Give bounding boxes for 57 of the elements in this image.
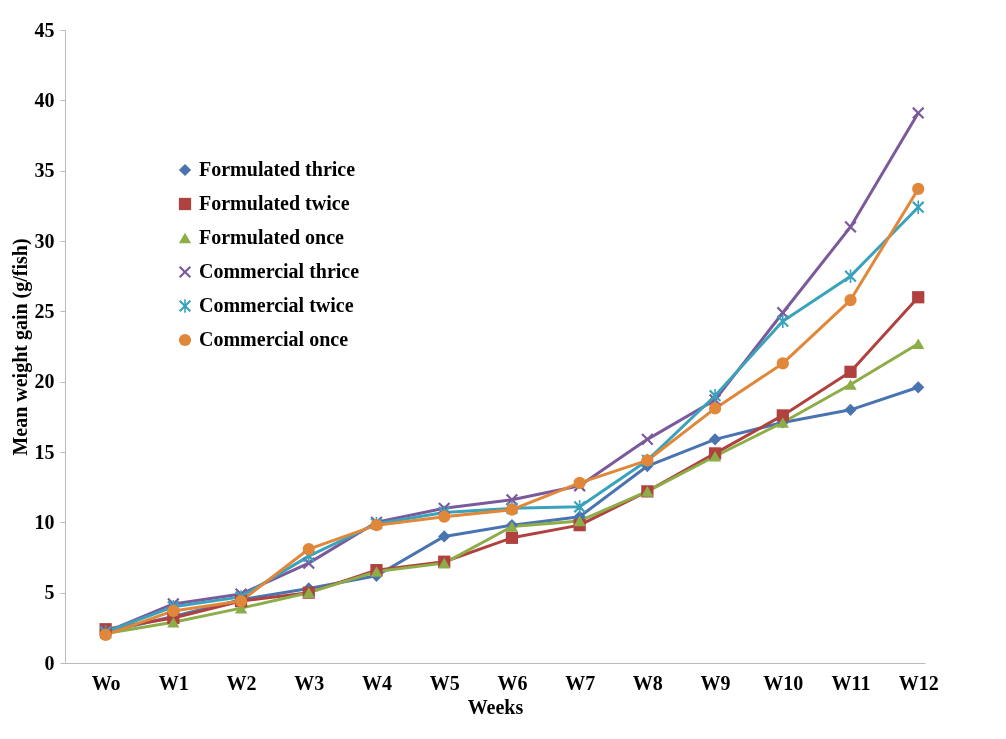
y-axis-title: Mean weight gain (g/fish) — [8, 238, 32, 456]
x-tick-label: W5 — [429, 671, 460, 694]
x-tick-label: W6 — [497, 671, 528, 694]
y-tick-label: 15 — [34, 440, 55, 463]
point — [844, 379, 857, 390]
y-tick-label: 35 — [34, 159, 55, 182]
point — [912, 182, 925, 196]
point — [573, 515, 586, 527]
point — [912, 338, 925, 349]
legend-label: Commercial twice — [199, 294, 354, 316]
x-axis-title: Weeks — [467, 695, 524, 718]
point — [167, 616, 180, 628]
x-tick-label: W3 — [294, 671, 325, 694]
point — [438, 510, 451, 523]
legend-label: Commercial thrice — [199, 260, 360, 282]
x-tick-label: W9 — [700, 671, 731, 694]
point — [505, 531, 519, 544]
point — [302, 542, 315, 556]
y-tick-label: 5 — [44, 581, 55, 604]
point — [844, 220, 857, 234]
y-tick-label: 0 — [44, 651, 55, 674]
point — [438, 530, 451, 543]
point — [641, 433, 654, 446]
y-tick-label: 40 — [34, 88, 55, 111]
point — [912, 291, 925, 304]
point — [912, 381, 925, 394]
point — [844, 403, 857, 416]
point — [776, 357, 789, 370]
y-tick-label: 20 — [34, 370, 55, 393]
x-tick-label: W12 — [898, 671, 939, 694]
point — [844, 365, 857, 378]
legend-label: Formulated thrice — [199, 158, 356, 180]
y-tick-label: 30 — [34, 229, 55, 252]
legend-label: Commercial once — [199, 328, 349, 350]
point — [573, 500, 586, 514]
point — [708, 402, 722, 415]
y-tick-label: 10 — [34, 510, 55, 533]
point — [912, 200, 925, 214]
point — [708, 389, 722, 403]
legend-label: Formulated once — [199, 226, 345, 248]
y-tick-label: 45 — [34, 18, 55, 41]
point — [776, 314, 789, 328]
point — [776, 409, 789, 422]
x-tick-label: W1 — [158, 671, 189, 694]
x-tick-label: W8 — [632, 671, 663, 694]
point — [167, 604, 180, 618]
x-tick-label: W4 — [362, 671, 392, 694]
x-tick-label: W10 — [763, 671, 804, 694]
point — [912, 106, 925, 120]
x-tick-label: Wo — [91, 671, 121, 694]
point — [708, 433, 722, 446]
x-tick-label: W11 — [831, 671, 871, 694]
point — [844, 293, 857, 307]
x-tick-label: W7 — [565, 671, 596, 694]
x-tick-label: W2 — [226, 671, 257, 694]
legend-label: Formulated twice — [199, 192, 350, 214]
y-tick-label: 25 — [34, 299, 55, 322]
